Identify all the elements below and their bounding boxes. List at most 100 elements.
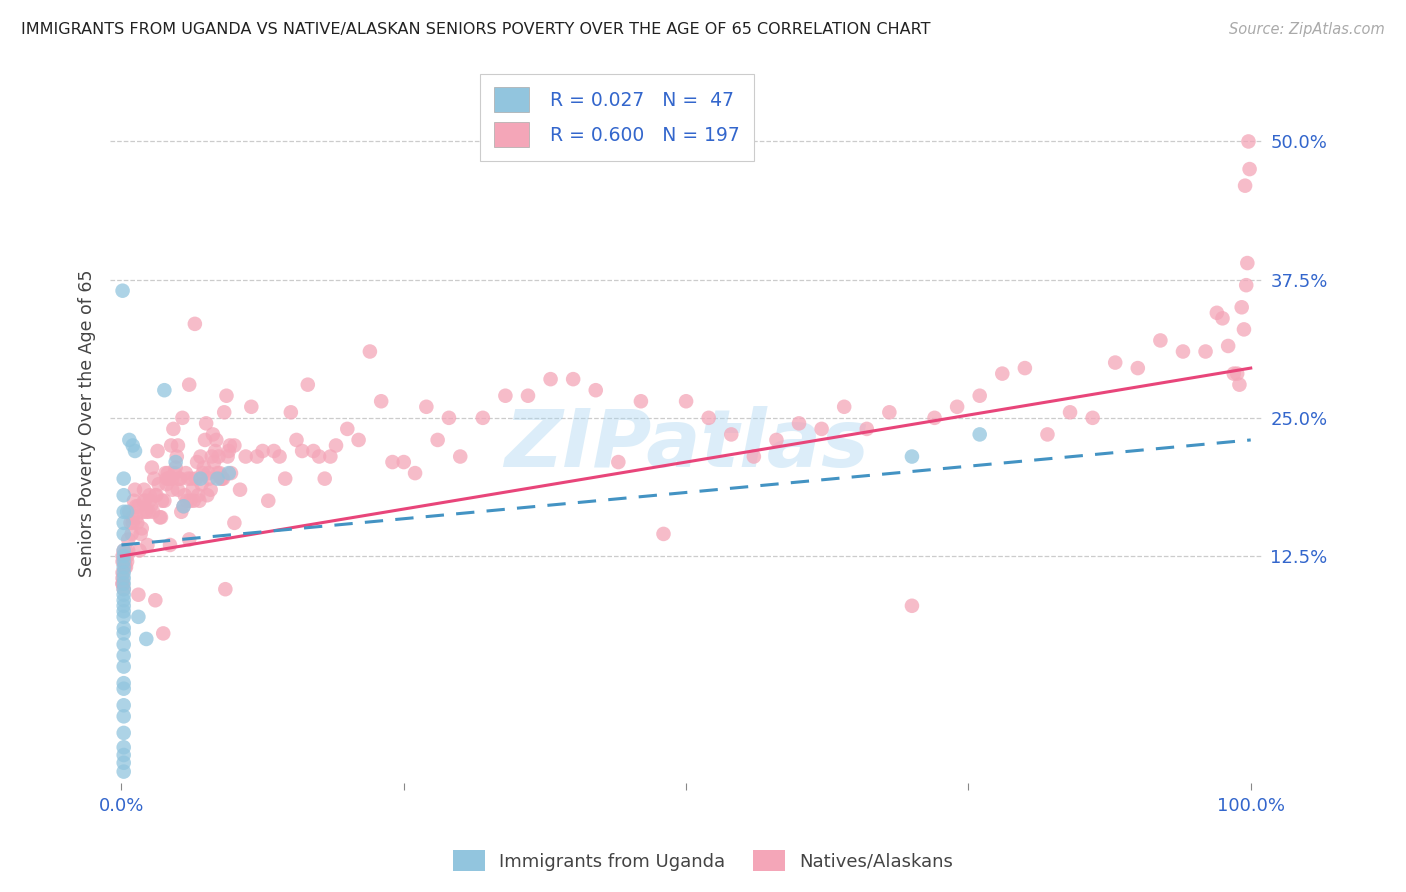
Point	[1230, 300, 1253, 314]
Point	[157, 472, 180, 486]
Point	[675, 394, 697, 409]
Point	[314, 472, 336, 486]
Point	[186, 455, 208, 469]
Point	[1237, 135, 1260, 149]
Point	[139, 500, 162, 514]
Point	[207, 472, 229, 486]
Point	[114, 560, 136, 574]
Point	[112, 599, 135, 613]
Point	[125, 500, 148, 514]
Point	[319, 450, 342, 464]
Point	[112, 626, 135, 640]
Point	[149, 510, 172, 524]
Point	[179, 493, 201, 508]
Point	[163, 466, 186, 480]
Point	[969, 427, 991, 442]
Point	[162, 422, 184, 436]
Point	[112, 756, 135, 770]
Point	[832, 400, 855, 414]
Point	[167, 438, 190, 452]
Point	[1236, 256, 1258, 270]
Point	[211, 472, 233, 486]
Point	[494, 389, 516, 403]
Point	[135, 632, 157, 646]
Point	[125, 510, 148, 524]
Point	[165, 455, 187, 469]
Point	[190, 472, 212, 486]
Point	[172, 410, 194, 425]
Point	[208, 466, 231, 480]
Point	[118, 433, 141, 447]
Point	[426, 433, 449, 447]
Point	[810, 422, 832, 436]
Point	[121, 510, 143, 524]
Point	[121, 438, 143, 452]
Point	[179, 533, 201, 547]
Point	[112, 764, 135, 779]
Point	[1226, 367, 1249, 381]
Point	[184, 472, 207, 486]
Point	[115, 555, 138, 569]
Point	[160, 438, 183, 452]
Point	[204, 444, 226, 458]
Point	[112, 681, 135, 696]
Point	[471, 410, 494, 425]
Point	[127, 516, 149, 530]
Point	[924, 410, 946, 425]
Point	[112, 659, 135, 673]
Point	[336, 422, 359, 436]
Point	[188, 493, 211, 508]
Point	[969, 389, 991, 403]
Point	[1149, 334, 1171, 348]
Point	[132, 483, 155, 497]
Point	[112, 582, 135, 597]
Point	[652, 527, 675, 541]
Point	[212, 472, 235, 486]
Point	[1229, 377, 1251, 392]
Point	[170, 505, 193, 519]
Point	[1081, 410, 1104, 425]
Point	[152, 626, 174, 640]
Point	[879, 405, 901, 419]
Point	[111, 555, 134, 569]
Point	[112, 488, 135, 502]
Point	[114, 555, 136, 569]
Point	[183, 493, 205, 508]
Point	[153, 383, 176, 397]
Point	[118, 505, 141, 519]
Point	[787, 417, 810, 431]
Point	[946, 400, 969, 414]
Point	[193, 460, 215, 475]
Point	[143, 472, 166, 486]
Point	[166, 450, 188, 464]
Point	[224, 516, 246, 530]
Point	[1171, 344, 1194, 359]
Point	[112, 516, 135, 530]
Point	[224, 438, 246, 452]
Point	[297, 377, 319, 392]
Point	[214, 582, 236, 597]
Point	[1104, 355, 1126, 369]
Point	[150, 493, 173, 508]
Point	[1194, 344, 1216, 359]
Point	[217, 450, 239, 464]
Point	[359, 344, 381, 359]
Point	[252, 444, 274, 458]
Point	[195, 417, 218, 431]
Point	[148, 477, 170, 491]
Point	[449, 450, 471, 464]
Point	[1239, 162, 1261, 177]
Point	[112, 593, 135, 607]
Point	[129, 527, 152, 541]
Point	[404, 466, 426, 480]
Point	[630, 394, 652, 409]
Point	[562, 372, 585, 386]
Point	[437, 410, 460, 425]
Point	[117, 533, 139, 547]
Point	[240, 400, 263, 414]
Point	[112, 560, 135, 574]
Point	[138, 505, 160, 519]
Point	[141, 460, 163, 475]
Point	[991, 367, 1014, 381]
Point	[201, 427, 224, 442]
